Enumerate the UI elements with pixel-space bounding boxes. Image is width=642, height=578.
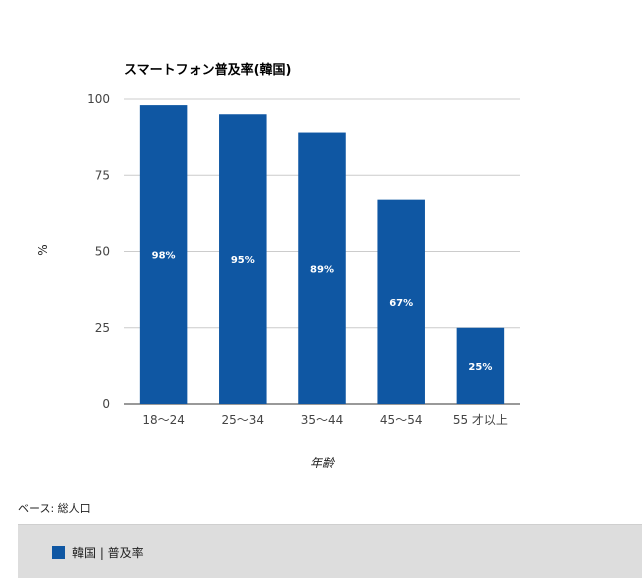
bar-value-label: 67% (389, 298, 413, 309)
x-tick-label: 35～44 (301, 413, 344, 427)
bar-value-label: 98% (152, 251, 176, 262)
bar (377, 199, 425, 404)
bar-value-label: 25% (468, 362, 492, 373)
bar (219, 114, 267, 404)
chart-title: スマートフォン普及率(韓国) (124, 62, 292, 78)
bar (456, 327, 505, 404)
x-tick-label: 18～24 (142, 413, 185, 427)
bar-value-label: 89% (310, 264, 334, 275)
bar-labels: 98% 95% 89% 67% 25% (152, 251, 493, 373)
y-tick-label: 75 (95, 168, 110, 182)
bar (298, 132, 346, 405)
legend-swatch (52, 546, 65, 559)
bar-chart: スマートフォン普及率(韓国) 0 25 50 75 100 98% 95% 89% 67% 25… (36, 62, 520, 470)
bars (139, 105, 505, 405)
y-tick-label: 25 (95, 321, 110, 335)
x-tick-labels: 18～24 25～34 35～44 45～54 55 才以上 (142, 413, 508, 427)
x-tick-label: 55 才以上 (453, 413, 508, 427)
y-tick-labels: 0 25 50 75 100 (87, 92, 110, 411)
legend: 韓国 | 普及率 (18, 524, 642, 578)
x-tick-label: 25～34 (222, 413, 265, 427)
y-axis-label: % (36, 244, 50, 255)
y-tick-label: 0 (102, 397, 110, 411)
y-tick-label: 50 (95, 245, 110, 259)
bar-value-label: 95% (231, 255, 255, 266)
bar (139, 105, 188, 404)
base-note: ベース: 総人口 (18, 502, 91, 515)
legend-label: 韓国 | 普及率 (72, 546, 144, 560)
y-tick-label: 100 (87, 92, 110, 106)
x-axis-label: 年齢 (310, 456, 336, 470)
x-tick-label: 45～54 (380, 413, 423, 427)
